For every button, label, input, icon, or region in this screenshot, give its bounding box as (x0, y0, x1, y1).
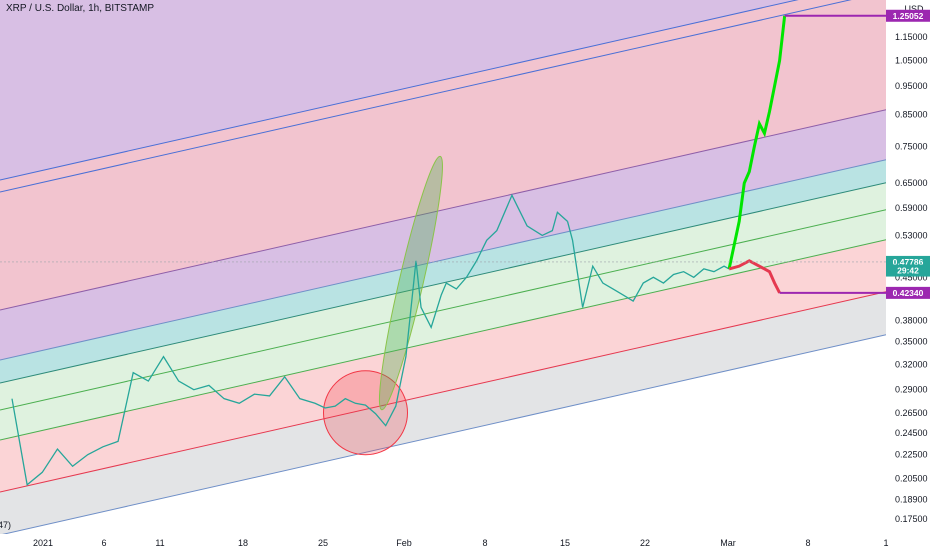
band-red-upper (0, 0, 886, 310)
band-gray (0, 291, 886, 535)
cut-label: 47) (0, 520, 11, 530)
x-tick-label: 22 (640, 538, 650, 548)
y-tick-label: 0.22500 (895, 450, 928, 460)
x-tick-label: 18 (238, 538, 248, 548)
channel-line-4 (0, 159, 887, 361)
band-purple-mid (0, 109, 886, 360)
projection-up-line (727, 15, 787, 270)
y-tick-label: 0.38000 (895, 316, 928, 326)
currency-label: USD (904, 4, 924, 14)
y-tick-label: 0.18900 (895, 494, 928, 504)
price-tag-box (886, 9, 930, 22)
y-tick-label: 0.26500 (895, 408, 928, 418)
channel-line-8 (0, 291, 887, 493)
x-axis-panel (0, 534, 932, 550)
chart-title: XRP / U.S. Dollar, 1h, BITSTAMP (6, 3, 155, 14)
x-tick-label: 1 (883, 538, 888, 548)
price-tag-label: 29:42 (897, 266, 919, 276)
y-tick-label: 0.45000 (895, 272, 928, 282)
y-tick-label: 0.35000 (895, 337, 928, 347)
y-tick-label: 0.75000 (895, 142, 928, 152)
y-tick-label: 0.53000 (895, 230, 928, 240)
y-tick-label: 0.59000 (895, 203, 928, 213)
band-green (0, 182, 886, 440)
channel-line-7 (0, 239, 887, 441)
channel-line-5 (0, 182, 887, 384)
band-red-lower (0, 239, 886, 492)
price-series-line-2 (566, 221, 730, 308)
y-tick-label: 0.95000 (895, 81, 928, 91)
x-tick-label: 25 (318, 538, 328, 548)
y-tick-label: 0.20500 (895, 473, 928, 483)
x-tick-label: 11 (155, 538, 164, 548)
y-tick-label: 0.24500 (895, 428, 928, 438)
channel-line-6 (0, 209, 887, 411)
channel-line-3 (0, 109, 887, 311)
y-tick-label: 0.29000 (895, 385, 928, 395)
channel-line-2 (0, 0, 852, 193)
x-tick-label: 2021 (33, 538, 53, 548)
y-tick-label: 0.32000 (895, 360, 928, 370)
x-tick-label: Feb (396, 538, 412, 548)
y-tick-label: 0.17500 (895, 514, 928, 524)
price-tag-label: 1.25052 (893, 11, 924, 21)
annotation-ellipse (378, 155, 443, 411)
price-tag-box (886, 264, 930, 277)
y-tick-label: 1.05000 (895, 55, 928, 65)
price-tag-label: 0.47786 (893, 257, 924, 267)
x-tick-label: 6 (101, 538, 106, 548)
projection-down-line (728, 259, 781, 294)
channel-line-9 (0, 334, 887, 536)
x-tick-label: Mar (720, 538, 736, 548)
channel-line-1 (0, 0, 799, 181)
y-tick-label: 0.85000 (895, 110, 928, 120)
y-tick-label: 1.15000 (895, 32, 928, 42)
price-series-line-1 (11, 193, 568, 486)
x-tick-label: 15 (560, 538, 570, 548)
y-tick-label: 0.65000 (895, 178, 928, 188)
x-tick-label: 8 (482, 538, 487, 548)
annotation-circle (323, 370, 408, 456)
x-tick-label: 8 (805, 538, 810, 548)
band-teal (0, 159, 886, 383)
price-tag-label: 0.42340 (893, 288, 924, 298)
price-tag-box (886, 286, 930, 299)
